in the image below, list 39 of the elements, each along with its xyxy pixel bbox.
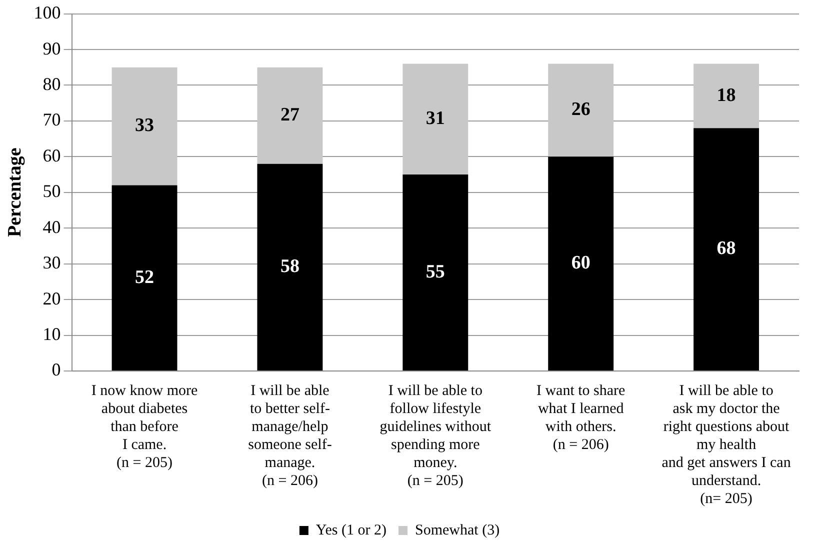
y-tick-label: 60 bbox=[42, 145, 61, 166]
x-tick-label: I will be able to follow lifestyle guidelines without spending more money. (n = 205) bbox=[380, 382, 492, 489]
x-tick-label: I want to share what I learned with others. (n = 206) bbox=[536, 382, 626, 453]
y-tick-label: 20 bbox=[42, 288, 61, 308]
y-tick-label: 0 bbox=[52, 360, 61, 380]
data-label: 26 bbox=[571, 99, 590, 120]
bar bbox=[694, 128, 760, 370]
x-tick-label: I will be able to ask my doctor the right questions about my health and get answers I can understand. (n= 205) bbox=[662, 382, 792, 507]
data-label: 58 bbox=[280, 256, 300, 278]
bar bbox=[402, 174, 468, 370]
data-label: 52 bbox=[135, 266, 154, 288]
y-tick-label: 40 bbox=[42, 216, 61, 237]
y-tick-label: 100 bbox=[34, 2, 61, 23]
y-tick-label: 10 bbox=[42, 324, 61, 344]
legend-label: Yes (1 or 2) bbox=[316, 522, 387, 538]
data-label: 60 bbox=[571, 252, 590, 274]
data-label: 31 bbox=[426, 108, 445, 130]
y-axis-title: Percentage bbox=[4, 148, 26, 238]
y-tick-label: 80 bbox=[42, 74, 61, 94]
x-tick-label: I will be able to better self- manage/help someone self- manage. (n = 206) bbox=[248, 382, 332, 489]
bar bbox=[112, 67, 178, 186]
bar bbox=[548, 156, 614, 370]
bar bbox=[402, 64, 468, 175]
data-label: 68 bbox=[716, 238, 736, 260]
bar bbox=[694, 64, 760, 128]
bar bbox=[257, 67, 323, 164]
bar bbox=[548, 64, 614, 157]
data-label: 33 bbox=[135, 115, 154, 136]
y-tick-label: 90 bbox=[42, 38, 61, 58]
bar bbox=[112, 185, 178, 370]
x-tick-label: I now know more about diabetes than before I came. (n = 205) bbox=[91, 382, 198, 471]
y-tick-label: 30 bbox=[42, 252, 61, 273]
legend-label: Somewhat (3) bbox=[415, 522, 500, 538]
data-label: 27 bbox=[280, 104, 300, 126]
y-tick-label: 70 bbox=[42, 110, 61, 130]
y-tick-label: 50 bbox=[42, 181, 61, 202]
data-label: 18 bbox=[716, 84, 736, 106]
data-label: 55 bbox=[426, 261, 445, 282]
bar bbox=[257, 164, 323, 370]
